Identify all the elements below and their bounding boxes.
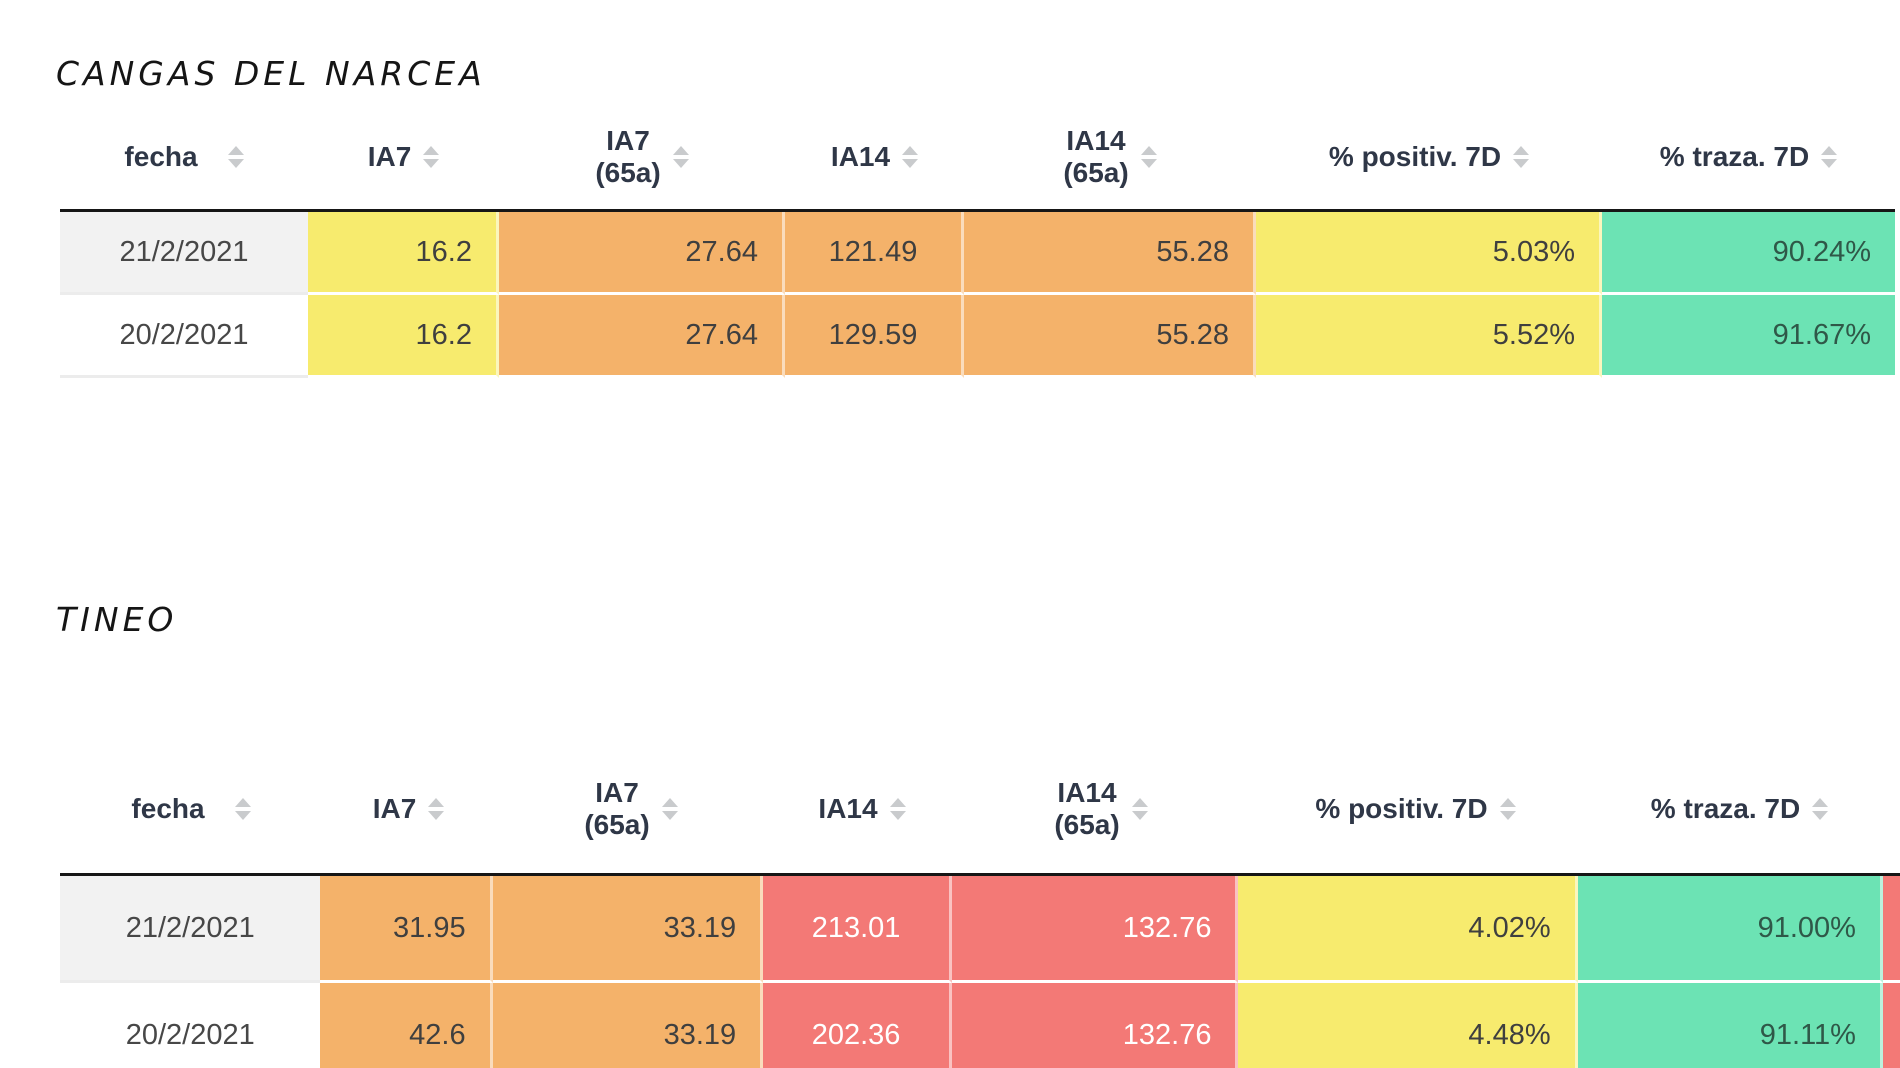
table-row: 20/2/2021 16.2 27.64 129.59 55.28 5.52% … bbox=[60, 295, 1895, 378]
sort-icon[interactable] bbox=[423, 145, 440, 168]
sort-icon[interactable] bbox=[1513, 145, 1530, 168]
table-header-row: fecha IA7 IA7 (65a) IA14 IA14 (65a) % posi… bbox=[60, 744, 1900, 873]
cell-positiv-7d: 4.48% bbox=[1238, 983, 1578, 1068]
municipality-title-tineo: TINEO bbox=[56, 600, 178, 639]
column-header-traza-7d[interactable]: % traza. 7D bbox=[1586, 793, 1893, 825]
column-header-ia14[interactable]: IA14 bbox=[785, 141, 964, 173]
cell-ia14: 213.01 bbox=[763, 876, 953, 983]
cell-ia14-65a: 55.28 bbox=[964, 212, 1256, 295]
cell-ia7: 42.6 bbox=[320, 983, 493, 1068]
cell-positiv-7d: 5.03% bbox=[1256, 212, 1602, 295]
cell-fecha: 21/2/2021 bbox=[60, 876, 321, 983]
sort-icon[interactable] bbox=[661, 797, 678, 820]
next-column-sliver bbox=[1882, 983, 1900, 1068]
cell-ia7: 16.2 bbox=[308, 295, 499, 378]
table-row: 20/2/2021 42.6 33.19 202.36 132.76 4.48%… bbox=[60, 983, 1900, 1068]
column-header-ia14-65a[interactable]: IA14 (65a) bbox=[957, 777, 1245, 841]
sort-icon[interactable] bbox=[1499, 797, 1516, 820]
table-cangas: fecha IA7 IA7 (65a) IA14 IA14 (65a) % posi… bbox=[60, 104, 1895, 378]
column-header-ia7-65a[interactable]: IA7 (65a) bbox=[499, 125, 785, 189]
column-header-fecha[interactable]: fecha bbox=[60, 141, 308, 173]
column-header-positiv-7d[interactable]: % positiv. 7D bbox=[1245, 793, 1586, 825]
cell-ia7-65a: 27.64 bbox=[499, 212, 785, 295]
column-header-fecha[interactable]: fecha bbox=[60, 793, 322, 825]
sort-icon[interactable] bbox=[227, 145, 244, 168]
sort-icon[interactable] bbox=[889, 797, 906, 820]
cell-ia7-65a: 33.19 bbox=[492, 983, 764, 1068]
cell-fecha: 20/2/2021 bbox=[60, 983, 321, 1068]
table-row: 21/2/2021 16.2 27.64 121.49 55.28 5.03% … bbox=[60, 212, 1895, 295]
column-header-ia14-65a[interactable]: IA14 (65a) bbox=[964, 125, 1256, 189]
next-column-sliver bbox=[1882, 876, 1900, 983]
column-header-ia14[interactable]: IA14 bbox=[767, 793, 957, 825]
table-top-border bbox=[60, 209, 1895, 212]
table-tineo: fecha IA7 IA7 (65a) IA14 IA14 (65a) % posi… bbox=[60, 744, 1900, 1068]
cell-fecha: 21/2/2021 bbox=[60, 212, 308, 295]
column-header-ia7[interactable]: IA7 bbox=[308, 141, 499, 173]
cell-ia14: 202.36 bbox=[763, 983, 953, 1068]
cell-fecha: 20/2/2021 bbox=[60, 295, 308, 378]
cell-positiv-7d: 4.02% bbox=[1238, 876, 1578, 983]
cell-ia7-65a: 33.19 bbox=[492, 876, 764, 983]
column-header-positiv-7d[interactable]: % positiv. 7D bbox=[1256, 141, 1602, 173]
cell-ia7: 31.95 bbox=[320, 876, 493, 983]
sort-icon[interactable] bbox=[1821, 145, 1838, 168]
column-header-ia7-65a[interactable]: IA7 (65a) bbox=[495, 777, 767, 841]
cell-ia14: 121.49 bbox=[785, 212, 964, 295]
cell-traza-7d: 91.67% bbox=[1602, 295, 1895, 378]
column-header-traza-7d[interactable]: % traza. 7D bbox=[1602, 141, 1895, 173]
cell-traza-7d: 91.11% bbox=[1577, 983, 1883, 1068]
sort-icon[interactable] bbox=[1812, 797, 1829, 820]
cell-traza-7d: 90.24% bbox=[1602, 212, 1895, 295]
sort-icon[interactable] bbox=[428, 797, 445, 820]
cell-ia7-65a: 27.64 bbox=[499, 295, 785, 378]
sort-icon[interactable] bbox=[902, 145, 919, 168]
cell-ia14: 129.59 bbox=[785, 295, 964, 378]
cell-ia14-65a: 55.28 bbox=[964, 295, 1256, 378]
sort-icon[interactable] bbox=[672, 145, 689, 168]
cell-ia14-65a: 132.76 bbox=[952, 983, 1239, 1068]
sort-icon[interactable] bbox=[1140, 145, 1157, 168]
cell-ia7: 16.2 bbox=[308, 212, 499, 295]
cell-traza-7d: 91.00% bbox=[1577, 876, 1883, 983]
sort-icon[interactable] bbox=[234, 797, 251, 820]
table-header-row: fecha IA7 IA7 (65a) IA14 IA14 (65a) % posi… bbox=[60, 104, 1895, 209]
sort-icon[interactable] bbox=[1131, 797, 1148, 820]
table-top-border bbox=[60, 873, 1900, 876]
cell-ia14-65a: 132.76 bbox=[952, 876, 1239, 983]
column-header-ia7[interactable]: IA7 bbox=[322, 793, 495, 825]
cell-positiv-7d: 5.52% bbox=[1256, 295, 1602, 378]
table-row: 21/2/2021 31.95 33.19 213.01 132.76 4.02… bbox=[60, 876, 1900, 983]
municipality-title-cangas: CANGAS DEL NARCEA bbox=[56, 54, 486, 93]
